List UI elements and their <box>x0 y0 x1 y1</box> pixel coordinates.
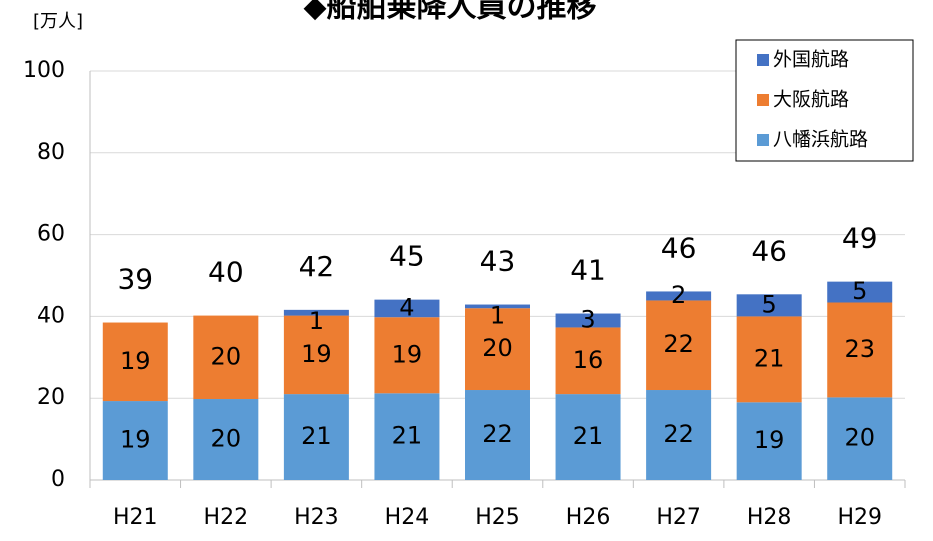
total-label: 49 <box>842 222 878 255</box>
bar-segment <box>283 315 349 395</box>
data-label: 20 <box>211 342 242 370</box>
bar-segment <box>555 313 621 328</box>
y-tick-label: 0 <box>51 467 65 492</box>
x-tick-label: H24 <box>385 505 430 530</box>
x-tick-label: H25 <box>475 505 520 530</box>
bar-segment <box>646 390 712 480</box>
legend-swatch <box>757 134 769 146</box>
bar-segment <box>102 401 168 480</box>
bar-segment <box>465 390 530 480</box>
total-label: 41 <box>570 254 606 287</box>
data-label: 20 <box>211 425 242 453</box>
data-label: 20 <box>844 424 875 452</box>
data-label: 21 <box>573 422 604 450</box>
x-tick-label: H21 <box>113 505 158 530</box>
bar-segment <box>827 302 893 398</box>
total-label: 42 <box>299 250 335 283</box>
data-label: 1 <box>309 307 324 335</box>
bar-segment <box>102 322 168 402</box>
data-label: 5 <box>852 277 867 305</box>
data-label: 22 <box>663 420 694 448</box>
y-tick-label: 80 <box>37 140 65 165</box>
bar-segment <box>374 299 440 318</box>
y-tick-label: 60 <box>37 222 65 247</box>
data-label: 23 <box>844 335 875 363</box>
bar-segment <box>736 294 802 317</box>
bar-segment <box>555 327 621 395</box>
total-label: 43 <box>480 245 516 278</box>
total-label: 45 <box>389 240 425 273</box>
bar-segment <box>736 316 802 403</box>
bar-segment <box>283 309 349 316</box>
x-tick-label: H23 <box>294 505 339 530</box>
data-label: 19 <box>754 426 785 454</box>
bar-segment <box>646 291 712 301</box>
data-label: 19 <box>301 340 332 368</box>
chart-title: ◆船舶乗降人員の推移 <box>303 0 596 25</box>
x-tick-label: H27 <box>656 505 701 530</box>
bar-segment <box>193 315 259 400</box>
data-label: 19 <box>120 426 151 454</box>
x-tick-label: H28 <box>747 505 792 530</box>
bar-segment <box>374 393 440 480</box>
bar-segment <box>827 281 893 303</box>
total-label: 40 <box>208 256 244 289</box>
total-label: 46 <box>661 231 697 264</box>
y-tick-label: 100 <box>23 58 65 83</box>
y-tick-label: 20 <box>37 385 65 410</box>
bar-segment <box>736 402 802 480</box>
data-label: 19 <box>392 340 423 368</box>
data-label: 21 <box>392 422 423 450</box>
y-tick-label: 40 <box>37 303 65 328</box>
data-label: 1 <box>490 302 505 330</box>
data-label: 19 <box>120 347 151 375</box>
data-label: 2 <box>671 281 686 309</box>
data-label: 22 <box>482 420 513 448</box>
x-tick-label: H29 <box>837 505 882 530</box>
data-label: 21 <box>754 344 785 372</box>
bar-segment <box>465 308 530 391</box>
bar-segment <box>283 394 349 480</box>
bar-segment <box>555 394 621 480</box>
data-label: 21 <box>301 422 332 450</box>
y-axis-label: [万人] <box>33 11 83 32</box>
legend-label: 外国航路 <box>773 49 849 71</box>
data-label: 5 <box>762 290 777 318</box>
legend-swatch <box>757 54 769 66</box>
total-label: 46 <box>751 234 787 267</box>
legend-label: 八幡浜航路 <box>773 129 868 151</box>
bar-segment <box>374 317 440 394</box>
bar-segment <box>465 304 530 309</box>
x-tick-label: H22 <box>204 505 249 530</box>
x-tick-label: H26 <box>566 505 611 530</box>
data-label: 4 <box>399 293 414 321</box>
data-label: 3 <box>580 305 595 333</box>
legend-swatch <box>757 94 769 106</box>
data-label: 16 <box>573 346 604 374</box>
bar-segment <box>827 397 893 480</box>
bar-segment <box>193 399 259 480</box>
total-label: 39 <box>117 263 153 296</box>
legend-label: 大阪航路 <box>773 89 849 111</box>
data-label: 20 <box>482 334 513 362</box>
data-label: 22 <box>663 330 694 358</box>
bar-segment <box>646 300 712 391</box>
